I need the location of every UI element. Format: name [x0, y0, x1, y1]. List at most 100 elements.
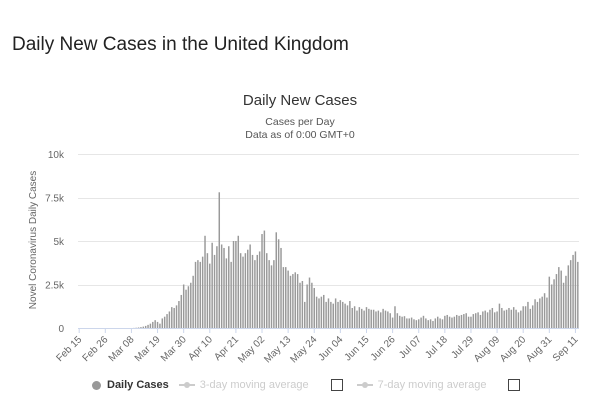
bar[interactable] [501, 307, 503, 328]
bar[interactable] [230, 261, 232, 328]
legend-item-7day-average[interactable]: 7-day moving average [356, 379, 486, 391]
bar[interactable] [216, 246, 218, 328]
bar[interactable] [377, 310, 380, 328]
bar[interactable] [237, 235, 240, 328]
bar[interactable] [555, 274, 558, 328]
bar[interactable] [368, 308, 370, 328]
bar[interactable] [441, 319, 444, 328]
bar[interactable] [152, 321, 154, 328]
bar[interactable] [470, 316, 472, 328]
bar[interactable] [453, 316, 456, 328]
bar[interactable] [344, 303, 346, 328]
bar[interactable] [187, 286, 190, 328]
bar[interactable] [349, 301, 351, 328]
bar[interactable] [308, 277, 311, 328]
bar[interactable] [448, 316, 451, 328]
bar[interactable] [522, 306, 524, 328]
bar[interactable] [508, 307, 510, 328]
bar[interactable] [199, 261, 202, 328]
bar[interactable] [332, 303, 334, 328]
bar[interactable] [194, 261, 197, 328]
bar[interactable] [529, 308, 532, 328]
bar[interactable] [209, 263, 211, 328]
bar[interactable] [178, 301, 180, 328]
bar[interactable] [204, 235, 206, 328]
bar[interactable] [387, 311, 389, 328]
bar[interactable] [505, 309, 508, 328]
bar[interactable] [391, 317, 394, 328]
bar[interactable] [247, 249, 249, 328]
bar[interactable] [266, 253, 268, 328]
bar[interactable] [489, 309, 491, 328]
bar[interactable] [474, 313, 477, 328]
bar[interactable] [479, 314, 482, 328]
legend-item-3day-average[interactable]: 3-day moving average [178, 379, 309, 391]
bar[interactable] [363, 310, 365, 328]
bar[interactable] [399, 315, 401, 328]
bar[interactable] [353, 306, 356, 328]
bar[interactable] [550, 284, 553, 329]
bar[interactable] [301, 281, 304, 328]
bar[interactable] [166, 314, 168, 328]
bar[interactable] [142, 326, 145, 328]
bar[interactable] [365, 307, 368, 328]
bar[interactable] [496, 311, 498, 328]
bar[interactable] [572, 254, 574, 328]
bar[interactable] [161, 318, 164, 328]
bar[interactable] [137, 327, 140, 328]
bar[interactable] [510, 309, 513, 328]
bar[interactable] [491, 307, 494, 328]
bar[interactable] [539, 298, 541, 328]
bar[interactable] [256, 254, 258, 328]
bar[interactable] [446, 314, 448, 328]
legend-item-daily-cases[interactable]: Daily Cases [92, 379, 169, 391]
bar[interactable] [356, 310, 358, 328]
bar[interactable] [140, 327, 142, 328]
bar[interactable] [384, 310, 387, 328]
7day-average-checkbox[interactable] [508, 379, 521, 391]
bar[interactable] [415, 320, 418, 328]
bar[interactable] [531, 305, 534, 328]
bar[interactable] [434, 318, 437, 328]
bar[interactable] [261, 234, 263, 328]
bar[interactable] [185, 289, 187, 328]
bar[interactable] [389, 313, 391, 328]
bar[interactable] [211, 242, 213, 328]
bar[interactable] [527, 301, 529, 328]
bar[interactable] [277, 239, 280, 328]
bar[interactable] [567, 265, 570, 328]
bar[interactable] [460, 314, 463, 328]
bar[interactable] [159, 323, 161, 328]
bar[interactable] [285, 267, 287, 328]
bar[interactable] [273, 260, 275, 328]
bar[interactable] [358, 307, 361, 328]
bar[interactable] [512, 307, 515, 328]
bar[interactable] [311, 282, 313, 328]
bar[interactable] [280, 247, 282, 328]
bar[interactable] [401, 316, 403, 328]
bar[interactable] [251, 254, 254, 328]
bar[interactable] [534, 299, 536, 328]
bar[interactable] [294, 272, 296, 328]
bar[interactable] [225, 258, 228, 328]
bar[interactable] [558, 267, 560, 328]
bar[interactable] [486, 312, 489, 328]
bar[interactable] [268, 260, 270, 328]
bar[interactable] [463, 314, 465, 328]
bar[interactable] [296, 274, 299, 328]
bar[interactable] [477, 312, 479, 328]
bar[interactable] [420, 317, 422, 328]
bar[interactable] [517, 312, 520, 328]
bar[interactable] [408, 318, 410, 328]
bar[interactable] [323, 294, 325, 328]
bar[interactable] [163, 316, 166, 328]
bar[interactable] [218, 192, 221, 328]
bar[interactable] [228, 246, 230, 328]
bar[interactable] [548, 276, 551, 328]
bar[interactable] [175, 305, 178, 328]
bar[interactable] [444, 315, 446, 328]
bar[interactable] [254, 260, 256, 328]
bar[interactable] [520, 310, 522, 328]
bar[interactable] [339, 300, 342, 328]
bar[interactable] [472, 314, 475, 328]
